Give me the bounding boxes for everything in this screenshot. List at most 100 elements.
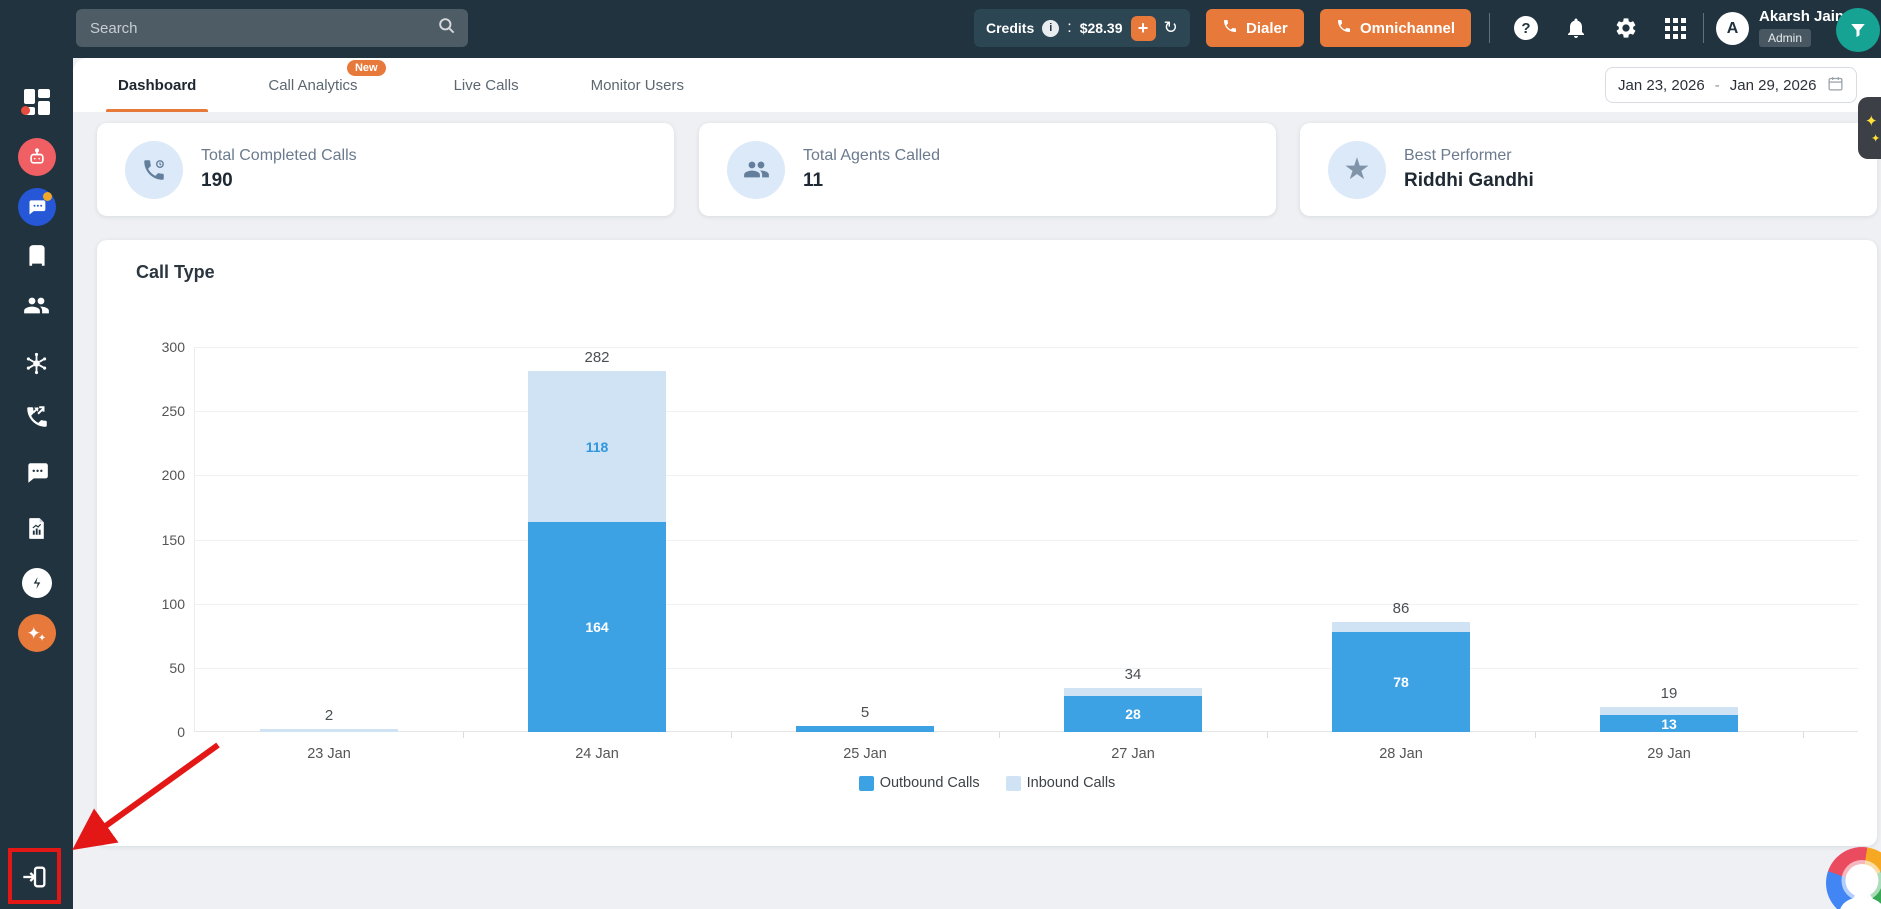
legend-swatch — [858, 775, 874, 791]
date-end: Jan 29, 2026 — [1729, 76, 1817, 94]
x-axis-tick — [1535, 732, 1536, 738]
topbar-divider — [1489, 13, 1490, 43]
dashboard-icon — [20, 89, 50, 115]
bar-segment-value: 118 — [585, 438, 609, 455]
date-separator: - — [1714, 76, 1720, 94]
gridline — [195, 539, 1858, 541]
y-axis-tick-label: 200 — [161, 467, 185, 484]
x-axis-tick — [463, 732, 464, 738]
ai-widget-edge-tab[interactable]: ✦ ✦ — [1858, 97, 1881, 159]
bar-total-label: 5 — [860, 704, 870, 721]
y-axis-tick-label: 100 — [161, 595, 185, 612]
bar-segment-outbound-calls[interactable]: 164 — [528, 522, 666, 732]
x-axis-category-label: 25 Jan — [843, 746, 887, 762]
x-axis-tick — [999, 732, 1000, 738]
x-axis-category-label: 28 Jan — [1379, 746, 1423, 762]
sidebar-item-ai-bot[interactable] — [0, 138, 73, 176]
filter-funnel-icon — [1851, 24, 1865, 38]
sidebar-item-ai-assistant[interactable]: ✦ ✦ — [0, 614, 73, 652]
credits-info-icon[interactable]: i — [1042, 19, 1060, 37]
bar-segment-value: 13 — [1661, 715, 1677, 732]
x-axis-tick — [1267, 732, 1268, 738]
collapse-sidebar-icon — [23, 866, 46, 888]
bar-segment-inbound-calls[interactable] — [1064, 688, 1202, 696]
gridline — [195, 667, 1858, 669]
apps-grid-icon[interactable] — [1661, 14, 1689, 42]
agents-icon — [727, 140, 785, 199]
legend-label: Inbound Calls — [1026, 775, 1116, 791]
x-axis-line — [195, 731, 1858, 732]
y-axis-tick-label: 300 — [161, 339, 185, 355]
collapse-sidebar-button[interactable] — [18, 861, 52, 893]
credits-pill[interactable]: Credits i : $28.39 + ↻ — [974, 9, 1190, 47]
sparkle-icon: ✦ — [1871, 132, 1881, 145]
dialer-label: Dialer — [1246, 19, 1288, 37]
stat-value: Riddhi Gandhi — [1404, 170, 1534, 191]
sidebar-item-power-dialer[interactable] — [0, 568, 73, 598]
bar-segment-outbound-calls[interactable]: 13 — [1600, 715, 1738, 732]
bar-segment-outbound-calls[interactable]: 78 — [1332, 632, 1470, 732]
calendar-icon[interactable] — [1827, 75, 1844, 96]
sidebar-item-integrations[interactable] — [0, 350, 73, 382]
sidebar-item-reports[interactable] — [0, 516, 73, 546]
bar-segment-inbound-calls[interactable]: 118 — [528, 371, 666, 522]
phone-icon — [1222, 18, 1238, 38]
refresh-credits-icon[interactable]: ↻ — [1163, 18, 1178, 37]
hub-network-icon — [23, 350, 50, 382]
y-axis-tick-label: 150 — [161, 531, 185, 548]
bar-segment-outbound-calls[interactable] — [796, 726, 934, 732]
users-icon — [23, 292, 50, 324]
sidebar-item-dashboard[interactable] — [0, 89, 73, 115]
building-icon — [24, 243, 50, 274]
date-range-picker[interactable]: Jan 23, 2026 - Jan 29, 2026 — [1605, 67, 1857, 103]
legend-item-inbound-calls[interactable]: Inbound Calls — [1005, 775, 1116, 791]
settings-gear-icon[interactable] — [1612, 14, 1640, 42]
message-dots-icon — [24, 460, 50, 491]
tab-dashboard[interactable]: Dashboard — [105, 58, 209, 112]
omnichannel-button[interactable]: Omnichannel — [1320, 9, 1472, 47]
sidebar-item-call-logs[interactable] — [0, 404, 73, 435]
sidebar-item-company[interactable] — [0, 243, 73, 274]
user-role-badge: Admin — [1759, 29, 1812, 47]
report-document-icon — [24, 516, 49, 546]
topbar-divider — [1703, 13, 1704, 43]
gridline — [195, 475, 1858, 477]
tab-call-analytics[interactable]: Call Analytics New — [268, 58, 386, 112]
x-axis-category-label: 27 Jan — [1111, 746, 1155, 762]
legend-swatch — [1005, 775, 1021, 791]
sidebar-item-users[interactable] — [0, 292, 73, 324]
search-icon[interactable] — [437, 16, 456, 40]
search-box[interactable] — [76, 9, 468, 47]
add-credits-button[interactable]: + — [1130, 15, 1156, 41]
legend-item-outbound-calls[interactable]: Outbound Calls — [858, 775, 980, 791]
bar-segment-inbound-calls[interactable] — [1332, 622, 1470, 632]
search-input[interactable] — [76, 19, 437, 37]
phone-icon — [1336, 18, 1352, 38]
date-start: Jan 23, 2026 — [1618, 76, 1705, 94]
bar-total-label: 282 — [584, 349, 610, 366]
outgoing-call-icon — [24, 404, 50, 435]
bar-total-label: 34 — [1124, 666, 1142, 683]
tab-monitor-users[interactable]: Monitor Users — [590, 76, 684, 94]
tab-bar: Dashboard Call Analytics New Live Calls … — [73, 58, 1881, 112]
stat-card-total-agents-called: Total Agents Called 11 — [699, 123, 1276, 216]
tab-live-calls[interactable]: Live Calls — [453, 76, 519, 94]
stat-label: Best Performer — [1404, 147, 1512, 164]
sidebar-item-sms[interactable] — [0, 460, 73, 491]
omnichannel-label: Omnichannel — [1360, 19, 1456, 37]
dialer-button[interactable]: Dialer — [1206, 9, 1304, 47]
bar-segment-inbound-calls[interactable] — [260, 729, 398, 732]
credits-label: Credits — [986, 20, 1035, 36]
help-icon[interactable]: ? — [1512, 14, 1540, 42]
chart-plot-area: 0 50 100 150 200 250 300 2 23 Jan 164 118 282 24 Jan… — [162, 339, 1858, 762]
notifications-bell-icon[interactable] — [1562, 14, 1590, 42]
filter-button[interactable] — [1836, 8, 1880, 52]
bar-segment-inbound-calls[interactable] — [1600, 707, 1738, 715]
bar-segment-outbound-calls[interactable]: 28 — [1064, 696, 1202, 732]
avatar[interactable]: A — [1716, 12, 1749, 45]
sidebar-item-team-chat[interactable] — [0, 188, 73, 226]
bar-segment-value: 78 — [1393, 674, 1409, 690]
sidebar: ✦ ✦ — [0, 0, 73, 909]
brand-logo-bottom[interactable] — [1826, 847, 1881, 909]
phone-completed-icon — [125, 140, 183, 199]
